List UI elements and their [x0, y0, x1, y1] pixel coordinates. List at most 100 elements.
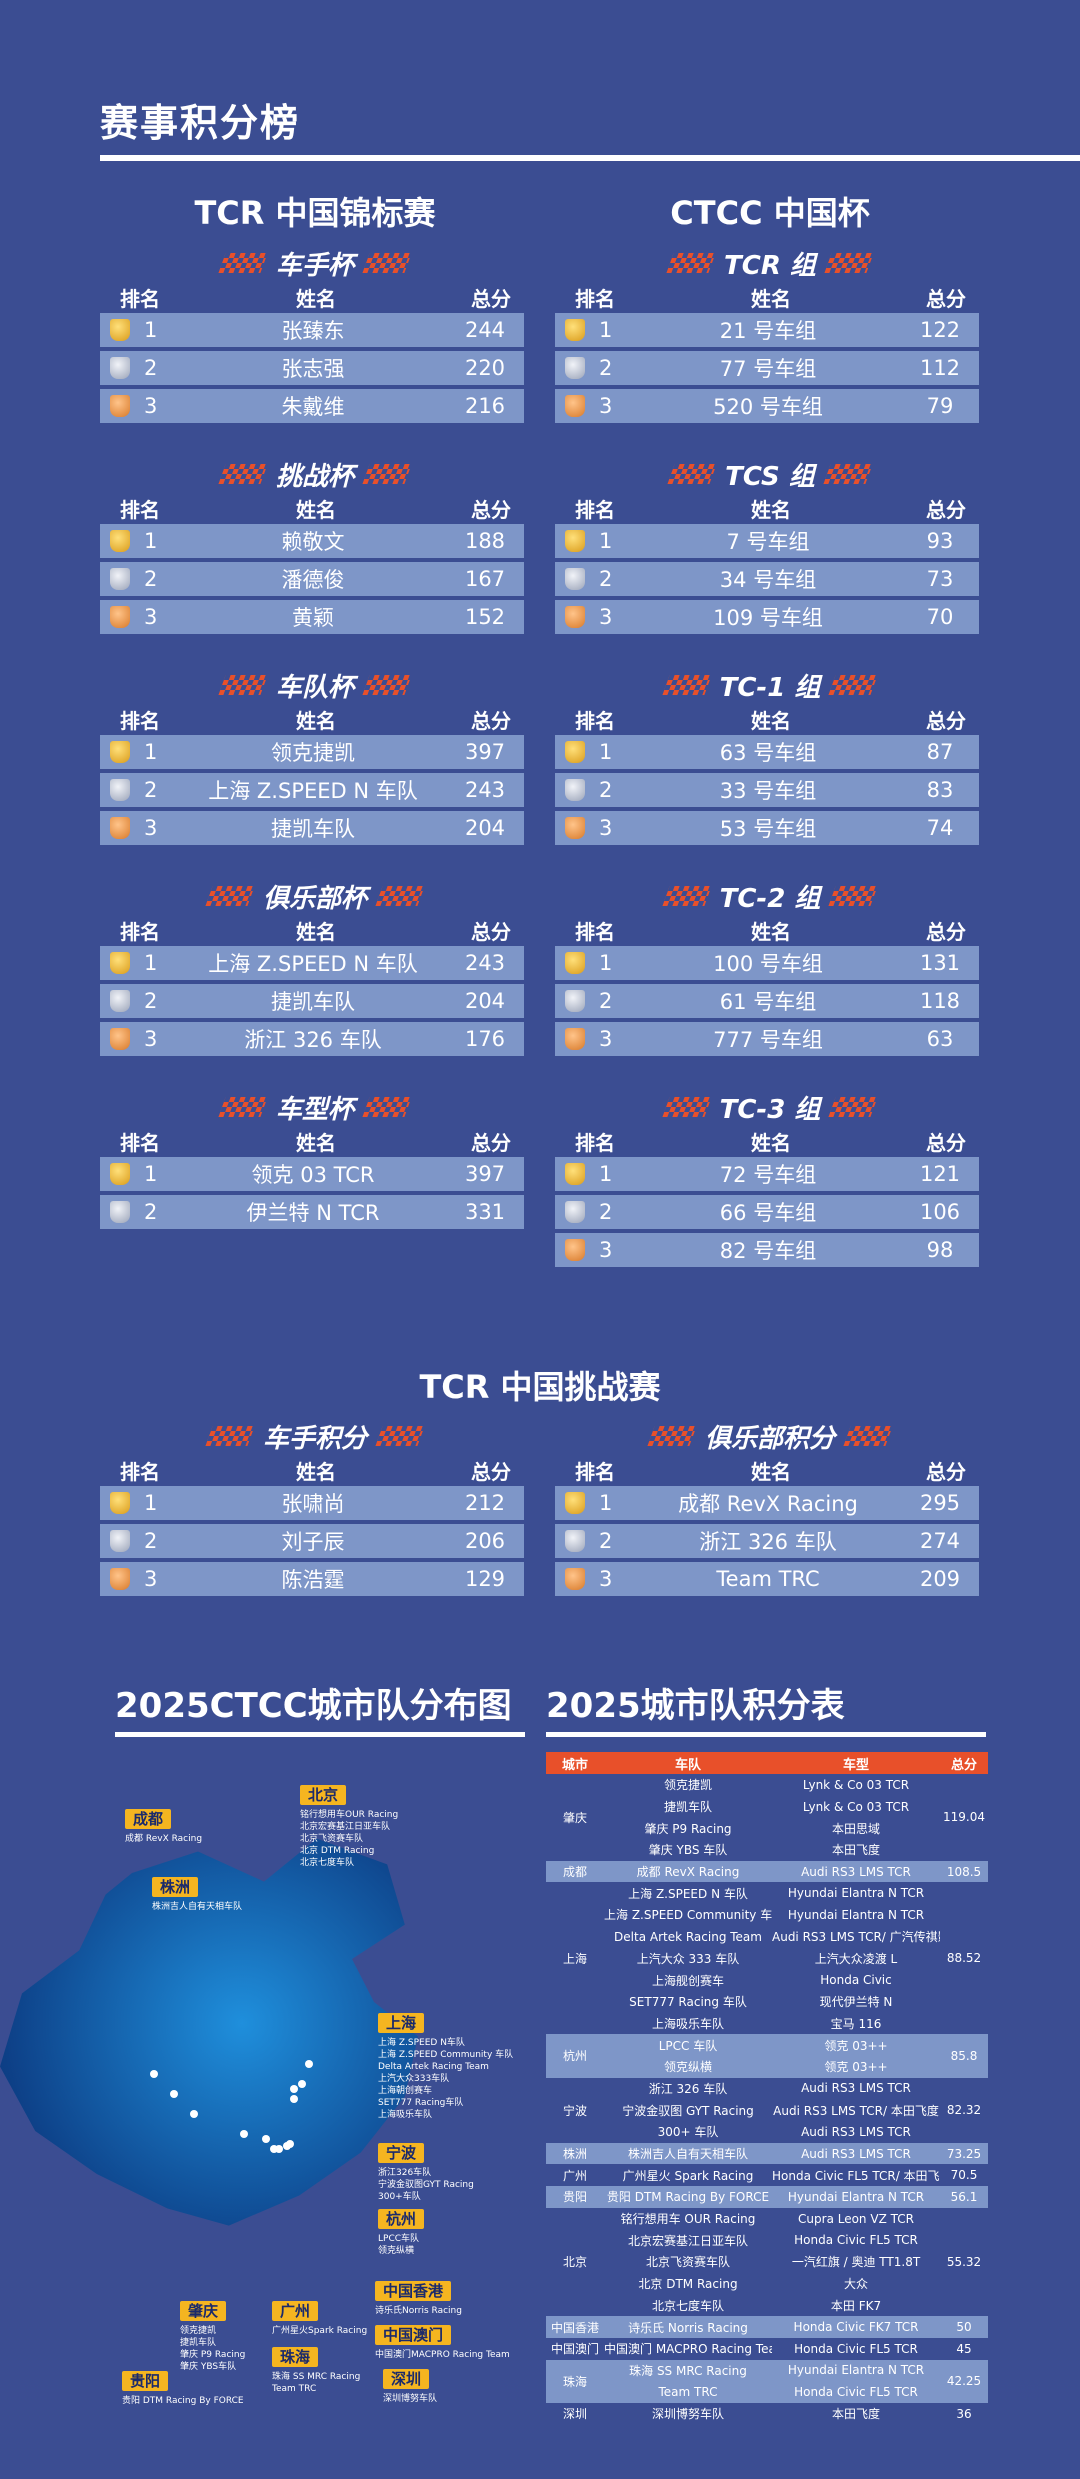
- cup-name: TC-3 组: [719, 1094, 821, 1125]
- city-tag: 杭州: [378, 2209, 425, 2229]
- score-cell: 70: [926, 605, 954, 629]
- rank-number: 2: [599, 1529, 613, 1553]
- map-city-dot: [170, 2090, 178, 2098]
- team-group: 成都 RevX Racing Audi RS3 LMS TCR: [604, 1861, 940, 1883]
- city-team-list: 领克捷凯 捷凯车队 肇庆 P9 Racing 肇庆 YBS车队: [180, 2325, 245, 2373]
- header-name: 姓名: [296, 708, 336, 733]
- team-cell: 成都 RevX Racing: [636, 1865, 740, 1880]
- rank-cell: 2: [555, 989, 635, 1013]
- name-cell: 成都 RevX Racing: [678, 1492, 858, 1516]
- table-row: 3 777 号车组 63: [555, 1022, 979, 1056]
- table-row: 2 张志强 220: [100, 351, 524, 385]
- trophy-icon: [110, 1163, 130, 1185]
- rank-number: 1: [599, 318, 613, 342]
- city-table-row: 珠海 珠海 SS MRC Racing Hyundai Elantra N TCR T…: [546, 2359, 988, 2403]
- score-cell: 63: [926, 1027, 954, 1051]
- table-header: 排名 姓名 总分: [100, 281, 530, 313]
- trophy-icon: [110, 568, 130, 590]
- rank-cell: 1: [555, 740, 635, 764]
- name-cell: 66 号车组: [719, 1201, 817, 1225]
- table-row: 3 黄颖 152: [100, 600, 524, 634]
- cup-title: 俱乐部杯: [100, 878, 530, 914]
- trophy-icon: [565, 817, 585, 839]
- car-cell: 本田 FK7: [830, 2298, 882, 2313]
- header-rank: 排名: [575, 708, 615, 733]
- header-rank: 排名: [575, 286, 615, 311]
- score-cell: 106: [919, 1200, 961, 1224]
- team-line: 上海 Z.SPEED Community 车队 Hyundai Elantra N…: [604, 1904, 940, 1926]
- header-name: 姓名: [751, 1130, 791, 1155]
- map-city-group: 珠海 珠海 SS MRC Racing Team TRC: [272, 2346, 360, 2395]
- header-score: 总分: [471, 708, 511, 733]
- table-header: 排名 姓名 总分: [100, 914, 530, 946]
- score-cell: 274: [919, 1529, 961, 1553]
- trophy-icon: [110, 990, 130, 1012]
- car-cell: Audi RS3 LMS TCR/ 本田飞度: [773, 2103, 939, 2118]
- table-row: 1 上海 Z.SPEED N 车队 243: [100, 946, 524, 980]
- trophy-icon: [565, 395, 585, 417]
- team-line: 北京飞资赛车队 一汽红旗 / 奥迪 TT1.8T: [604, 2251, 940, 2273]
- rank-number: 3: [144, 1567, 158, 1591]
- rank-cell: 2: [100, 1200, 180, 1224]
- team-cell: Team TRC: [658, 2385, 718, 2400]
- score-cell: 204: [464, 989, 506, 1013]
- header-name: 姓名: [296, 497, 336, 522]
- table-row: 2 33 号车组 83: [555, 773, 979, 807]
- team-group: LPCC 车队 领克 03++ 领克纵横 领克 03++: [604, 2034, 940, 2077]
- header-rank: 排名: [120, 286, 160, 311]
- rank-cell: 1: [555, 529, 635, 553]
- car-cell: 本田思域: [831, 1821, 880, 1836]
- rank-number: 2: [599, 778, 613, 802]
- cup-title: 车型杯: [100, 1089, 530, 1125]
- team-line: 北京七度车队 本田 FK7: [604, 2295, 940, 2317]
- table-row: 2 61 号车组 118: [555, 984, 979, 1018]
- trophy-icon: [565, 530, 585, 552]
- cup-name: TC-2 组: [719, 883, 821, 914]
- checkered-flag-icon: [828, 675, 879, 695]
- name-cell: 领克 03 TCR: [251, 1163, 375, 1187]
- name-cell: 赖敬文: [281, 530, 345, 554]
- car-cell: Honda Civic FL5 TCR/ 本田飞度: [772, 2168, 940, 2183]
- cup-block: 挑战杯 排名 姓名 总分 1 赖敬文 188 2 潘德俊 167 3 黄颖 152: [100, 456, 530, 634]
- city-team-list: 铭行想用车OUR Racing 北京宏赛基江日亚车队 北京飞资赛车队 北京 DTM R…: [300, 1809, 398, 1869]
- city-tag: 深圳: [383, 2369, 430, 2389]
- team-group: 珠海 SS MRC Racing Hyundai Elantra N TCR Tea…: [604, 2360, 940, 2403]
- name-cell: 77 号车组: [719, 357, 817, 381]
- trophy-icon: [110, 779, 130, 801]
- city-cell: 中国澳门: [550, 2342, 599, 2357]
- table-header: 排名 姓名 总分: [555, 1125, 985, 1157]
- header-rank: 排名: [120, 708, 160, 733]
- name-cell: 潘德俊: [281, 568, 345, 592]
- car-cell: 上汽大众凌渡 L: [814, 1951, 898, 1966]
- ctcc-title: CTCC 中国杯: [670, 194, 870, 232]
- map-city-dot: [270, 2145, 278, 2153]
- map-city-dot: [290, 2085, 298, 2093]
- rank-cell: 1: [100, 951, 180, 975]
- team-cell: 诗乐氏 Norris Racing: [628, 2320, 748, 2335]
- score-cell: 167: [464, 567, 506, 591]
- team-line: 上海吸乐车队 宝马 116: [604, 2013, 940, 2035]
- score-cell: 74: [926, 816, 954, 840]
- team-cell: 领克捷凯: [663, 1778, 712, 1793]
- score-cell: 108.5: [946, 1864, 982, 1879]
- header-name: 姓名: [751, 286, 791, 311]
- team-cell: 铭行想用车 OUR Racing: [620, 2212, 756, 2227]
- table-row: 3 82 号车组 98: [555, 1233, 979, 1267]
- map-city-group: 北京铭行想用车OUR Racing 北京宏赛基江日亚车队 北京飞资赛车队 北京 DTM…: [300, 1784, 398, 1869]
- city-table-title: 2025城市队积分表: [546, 1686, 845, 1726]
- trophy-icon: [565, 1239, 585, 1261]
- score-cell: 220: [464, 356, 506, 380]
- map-city-dot: [290, 2095, 298, 2103]
- team-group: 铭行想用车 OUR Racing Cupra Leon VZ TCR 北京宏赛基江日…: [604, 2208, 940, 2316]
- city-team: 肇庆 P9 Racing: [180, 2350, 246, 2360]
- city-team-list: 上海 Z.SPEED N车队 上海 Z.SPEED Community 车队 Del…: [378, 2037, 513, 2121]
- car-cell: 一汽红旗 / 奥迪 TT1.8T: [791, 2255, 921, 2270]
- city-team: 捷凯车队: [180, 2338, 217, 2348]
- rank-cell: 3: [100, 1567, 180, 1591]
- city-tag: 北京: [300, 1785, 347, 1805]
- name-cell: 34 号车组: [719, 568, 817, 592]
- city-team: 浙江326车队: [378, 2168, 432, 2178]
- table-row: 2 潘德俊 167: [100, 562, 524, 596]
- team-line: 北京宏赛基江日亚车队 Honda Civic FL5 TCR: [604, 2229, 940, 2251]
- score-cell: 206: [464, 1529, 506, 1553]
